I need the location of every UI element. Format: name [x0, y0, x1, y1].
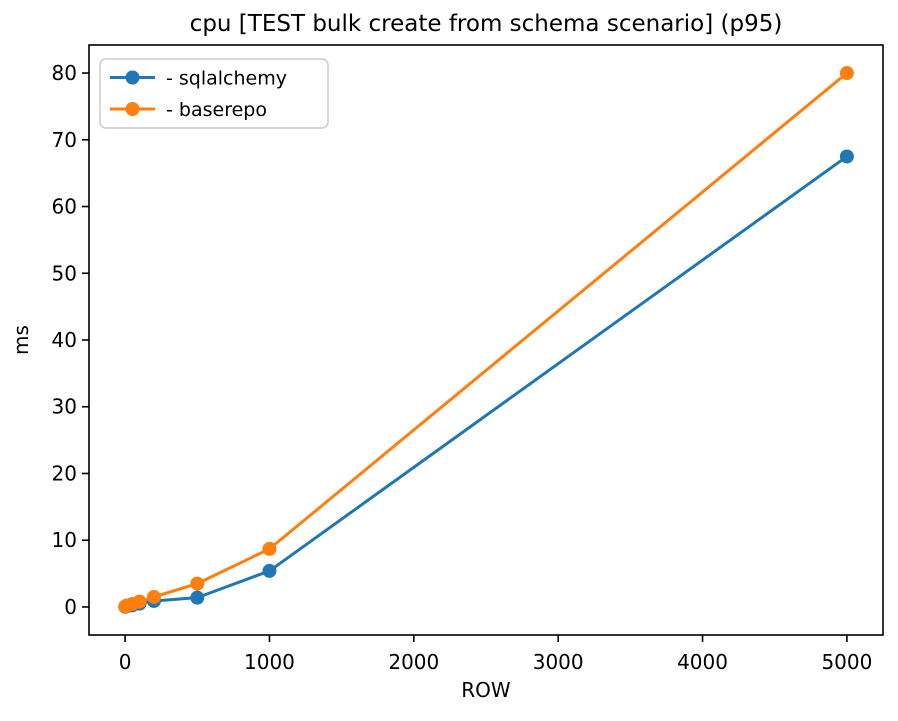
y-axis-label: ms	[9, 325, 33, 355]
y-tick-label: 40	[52, 328, 77, 352]
data-point-baserepo	[132, 594, 147, 609]
plot-border	[88, 44, 884, 636]
legend-label-baserepo: - baserepo	[166, 99, 267, 121]
x-tick-label: 2000	[388, 650, 439, 674]
data-point-baserepo	[262, 541, 277, 556]
legend: - sqlalchemy - baserepo	[99, 58, 329, 129]
legend-box	[99, 58, 329, 129]
y-tick-label: 70	[52, 128, 77, 152]
data-point-sqlalchemy	[190, 590, 205, 605]
x-axis-label: ROW	[461, 678, 511, 702]
chart-title: cpu [TEST bulk create from schema scenar…	[190, 11, 783, 37]
legend-marker-sqlalchemy	[125, 70, 140, 85]
legend-marker-baserepo	[125, 102, 140, 116]
data-point-sqlalchemy	[839, 149, 854, 164]
y-tick-label: 20	[52, 461, 77, 485]
data-point-baserepo	[146, 589, 161, 604]
x-tick-label: 4000	[677, 650, 728, 674]
legend-label-sqlalchemy: - sqlalchemy	[166, 68, 287, 90]
x-tick-label: 5000	[821, 650, 872, 674]
x-tick-label: 3000	[533, 650, 584, 674]
y-tick-label: 50	[52, 261, 77, 285]
y-tick-label: 0	[64, 595, 77, 619]
data-point-baserepo	[190, 576, 205, 591]
data-point-sqlalchemy	[262, 563, 277, 578]
data-point-baserepo	[839, 66, 854, 81]
y-tick-label: 30	[52, 395, 77, 419]
y-tick-label: 10	[52, 528, 77, 552]
x-tick-label: 0	[119, 650, 132, 674]
x-tick-label: 1000	[244, 650, 295, 674]
y-tick-label: 60	[52, 195, 77, 219]
plot-area: 0 1000 2000 3000 4000 5000 0 10 20 30 40 50 60 70 80	[52, 44, 884, 674]
y-tick-label: 80	[52, 61, 77, 85]
